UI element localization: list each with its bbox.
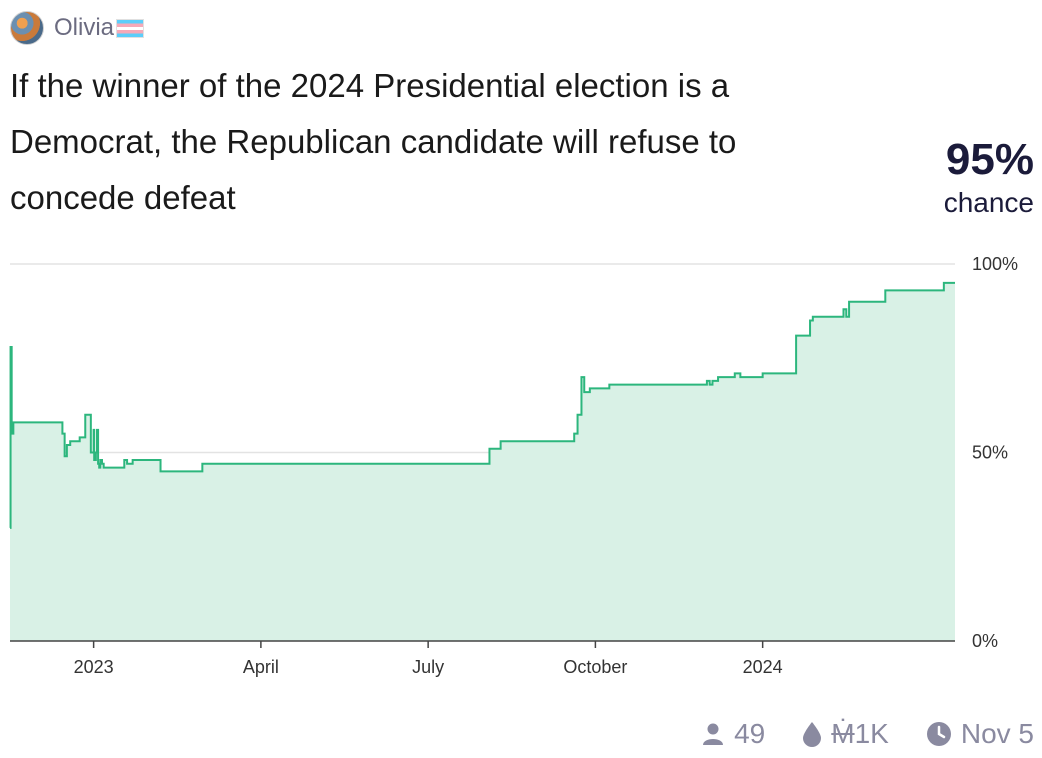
y-tick-label: 50% [972,443,1008,463]
close-date: Nov 5 [960,718,1034,749]
author-name[interactable]: Olivia [54,14,145,42]
x-tick-label: 2023 [74,657,114,677]
droplet-icon [803,722,822,747]
probability-chart[interactable]: 2023 April July October 2024 100% 50% 0% [0,240,1042,690]
chart-area-layer [10,282,955,641]
y-tick-label: 0% [972,631,998,651]
avatar[interactable] [10,11,44,45]
x-tick-label: July [412,657,444,677]
x-tick-label: 2024 [743,657,783,677]
probability-label: chance [943,187,1034,218]
question-title: If the winner of the 2024 Presidential e… [10,67,737,216]
user-icon [703,723,724,745]
author-name-text: Olivia [54,14,115,41]
chart-x-axis: 2023 April July October 2024 [10,640,955,677]
traders-stat[interactable]: 49 [700,718,765,750]
chart-y-axis: 100% 50% 0% [972,254,1018,651]
traders-count: 49 [734,718,766,749]
probability-value: 95% [945,135,1034,184]
volume-value: 1K [854,718,889,749]
x-tick-label: October [563,657,627,677]
probability-line [9,281,955,529]
clock-icon [926,722,951,746]
probability-display: 95% chance [944,134,1034,220]
close-date-stat[interactable]: Nov 5 [925,718,1034,750]
probability-area [10,282,955,641]
author-header[interactable]: Olivia [10,10,145,46]
y-tick-label: 100% [972,254,1018,274]
market-stats: 49 Ṁ 1K Nov 5 [664,712,1034,756]
volume-stat[interactable]: Ṁ 1K [801,718,889,750]
chart-line-layer [9,281,955,529]
mana-symbol: Ṁ [831,718,855,749]
x-tick-label: April [243,657,279,677]
transgender-flag-icon [116,19,145,39]
